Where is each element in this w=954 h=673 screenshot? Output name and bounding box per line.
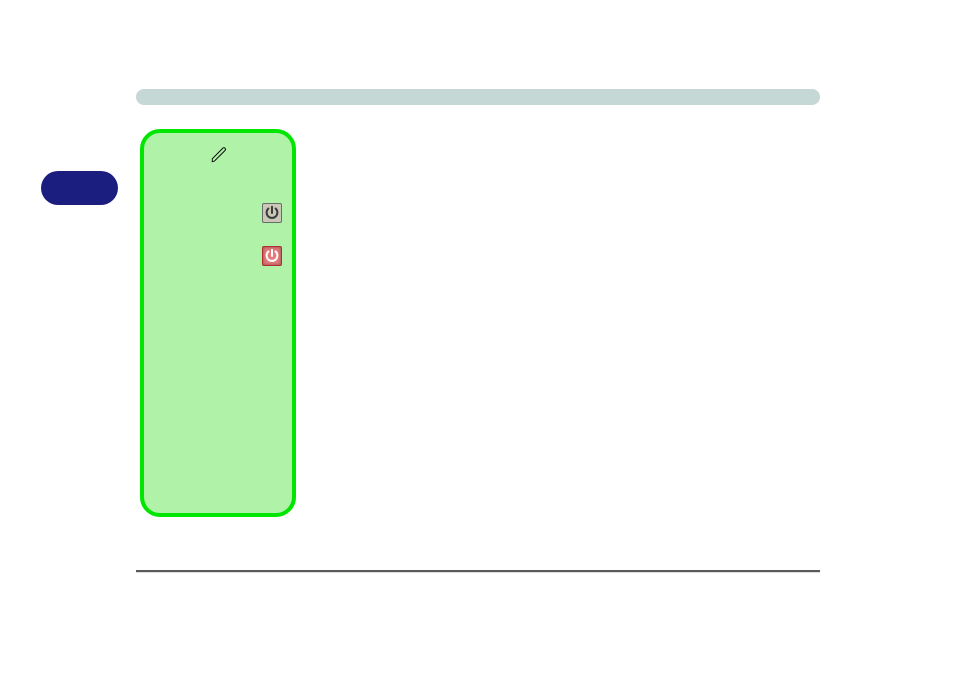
divider bbox=[136, 570, 820, 573]
green-panel bbox=[140, 129, 296, 517]
power-icon[interactable] bbox=[262, 203, 282, 223]
side-pill bbox=[41, 171, 118, 205]
top-bar bbox=[136, 89, 820, 105]
pencil-icon[interactable] bbox=[210, 146, 228, 169]
power-off-icon[interactable] bbox=[262, 246, 282, 266]
